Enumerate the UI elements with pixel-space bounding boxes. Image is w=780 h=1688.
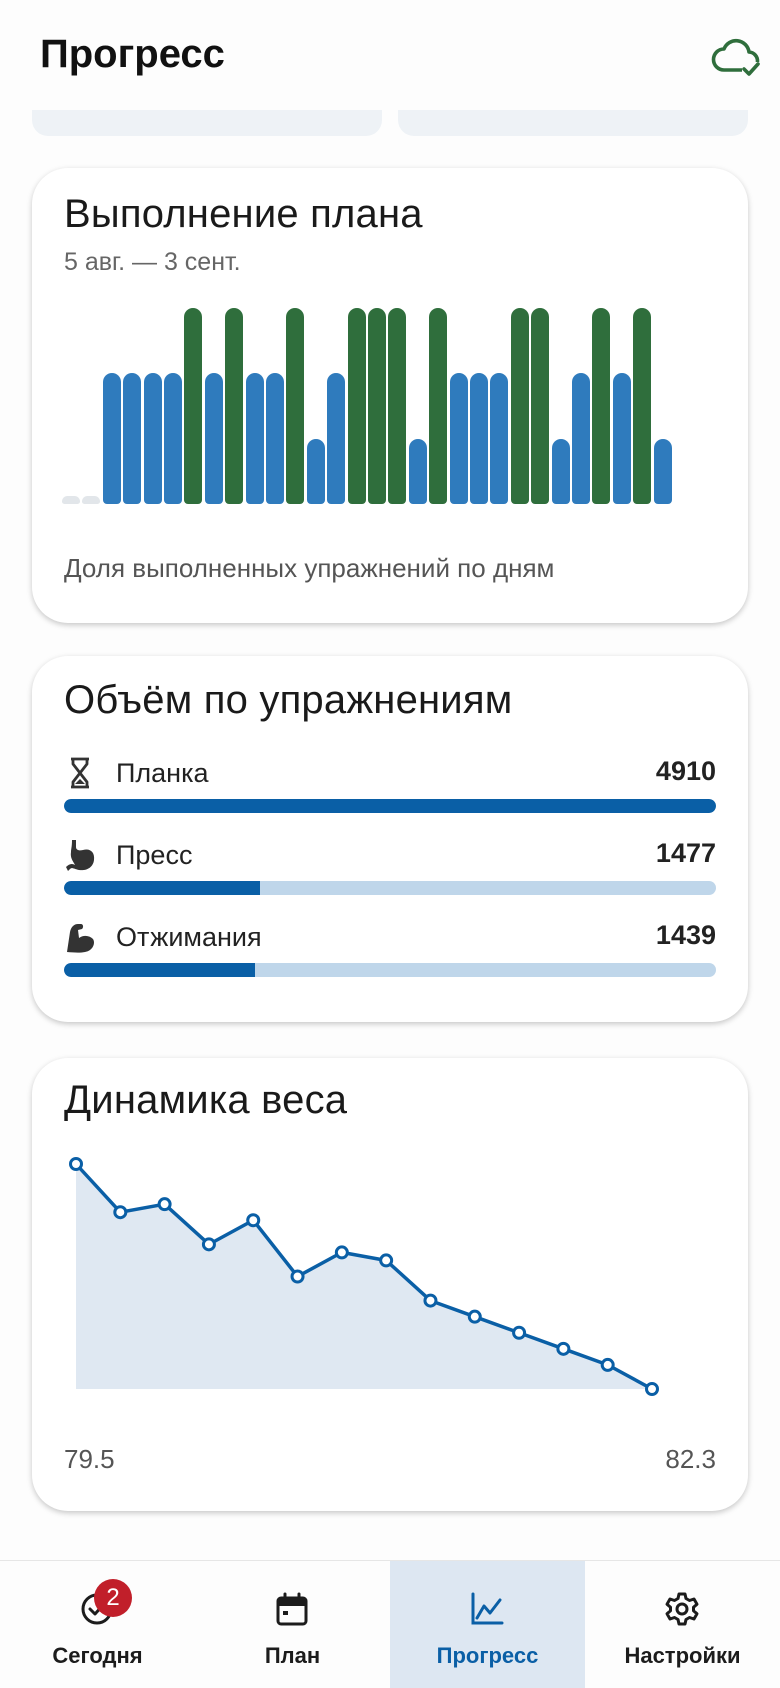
plan-bar-day-29 [633,308,652,504]
exercise-value: 1439 [655,920,716,950]
weight-point-5 [246,1213,261,1228]
plan-bar-day-9 [225,308,244,504]
weight-point-6 [290,1269,305,1284]
plan-bar-day-15 [347,308,366,504]
plan-bar-day-24 [531,308,550,504]
page-title: Прогресс [40,32,225,76]
flexed-arm-icon [67,924,94,953]
exercise-name: Пресс [116,840,193,870]
plan-bar-day-2 [82,496,101,504]
exercise-name: Планка [116,758,209,788]
plan-bar-day-21 [470,372,488,504]
plan-bar-day-4 [123,372,142,504]
weight-point-7 [334,1245,349,1260]
weight-point-12 [556,1341,571,1356]
progress-fill [64,963,256,977]
plan-bar-day-3 [102,372,121,504]
plan-date-range: 5 авг. — 3 сент. [64,248,241,276]
weight-point-11 [512,1325,527,1340]
nav-item-settings[interactable]: Настройки [585,1561,780,1688]
progress-track [64,881,716,895]
nav-item-plan[interactable]: План [195,1561,390,1688]
nav-item-progress[interactable]: Прогресс [390,1561,585,1688]
plan-bar-day-18 [408,439,427,504]
today-badge: 2 [94,1579,132,1617]
plan-bar-day-25 [551,439,570,504]
exercise-value: 1477 [655,838,716,868]
plan-bar-day-10 [245,372,264,504]
plan-card-title: Выполнение плана [64,192,423,236]
plan-bar-day-20 [449,372,468,504]
nav-label: Сегодня [52,1643,143,1668]
plan-bar-day-28 [612,372,631,504]
plan-bar-day-1 [62,496,80,504]
weight-min-label: 79.5 [64,1444,115,1474]
weight-point-10 [467,1309,482,1324]
exercise-row-plank: Планка 4910 [64,754,716,824]
exercise-name: Отжимания [116,922,262,952]
progress-track [64,963,716,977]
stomach-icon [66,840,95,871]
plan-bar-day-11 [266,372,284,504]
weight-area-chart [69,1157,659,1396]
weight-dynamics-card: Динамика веса 79.5 82.3 [32,1058,748,1511]
exercise-row-pushups: Отжимания 1439 [64,918,716,988]
weight-point-8 [379,1253,394,1268]
plan-bar-day-7 [184,308,203,504]
progress-fill [64,881,261,895]
progress-fill [64,799,716,813]
plan-bar-day-8 [204,372,223,504]
progress-track [64,799,716,813]
weight-max-label: 82.3 [665,1444,716,1474]
weight-area-fill [76,1164,652,1389]
weight-point-14 [645,1382,659,1396]
weight-point-13 [600,1357,615,1372]
plan-bar-day-16 [368,308,386,504]
weight-point-9 [423,1293,438,1308]
plan-bar-day-14 [327,372,346,504]
calendar-icon [276,1592,308,1626]
hourglass-icon [71,757,89,789]
weight-point-2 [113,1205,128,1220]
plan-bar-day-6 [164,372,182,504]
plan-bar-day-27 [592,308,611,504]
exercise-volume-card: Объём по упражнениям Планка 4910 Пресс 1… [32,656,748,1022]
plan-bar-day-22 [490,372,509,504]
plan-bar-day-30 [653,439,672,504]
plan-chart-caption: Доля выполненных упражнений по дням [64,553,555,583]
app-bar: Прогресс [0,0,780,110]
weight-card-title: Динамика веса [64,1078,348,1122]
plan-bar-day-23 [510,308,529,504]
plan-bar-day-12 [286,308,305,504]
weight-point-3 [157,1197,172,1212]
exercise-value: 4910 [655,756,716,786]
gear-icon [665,1592,699,1626]
nav-label: Настройки [624,1643,741,1668]
plan-bar-day-5 [143,372,162,504]
chart-line-icon [471,1592,504,1625]
volume-card-title: Объём по упражнениям [64,678,513,722]
plan-bar-day-13 [306,439,325,504]
bottom-navigation: 2 Сегодня План Прогресс [0,1560,780,1688]
exercise-row-abs: Пресс 1477 [64,836,716,906]
cloud-check-icon[interactable] [710,36,762,80]
plan-completion-card: Выполнение плана 5 авг. — 3 сент. Доля в… [32,168,748,623]
weight-series-line [74,1162,653,1391]
plan-bar-day-19 [429,308,448,504]
weight-point-1 [69,1157,83,1171]
plan-bar-day-26 [572,372,590,504]
plan-bar-chart [62,308,722,504]
plan-bar-day-17 [388,308,407,504]
nav-label: План [264,1643,321,1668]
weight-point-4 [201,1237,216,1252]
nav-item-today[interactable]: 2 Сегодня [0,1561,195,1688]
nav-label: Прогресс [436,1643,539,1668]
